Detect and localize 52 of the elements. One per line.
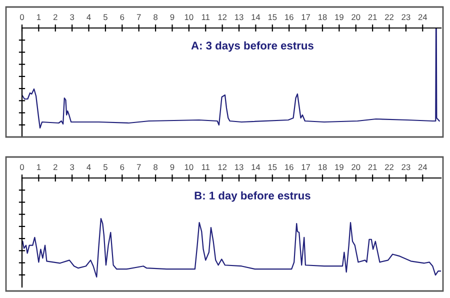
x-tick-label: 0 — [20, 14, 24, 20]
x-tick-label: 17 — [302, 14, 310, 20]
x-tick-label: 2 — [53, 164, 58, 170]
x-tick-label: 7 — [136, 14, 141, 20]
x-tick-label: 9 — [170, 164, 174, 170]
x-tick-label: 20 — [352, 164, 360, 170]
x-tick-label: 14 — [252, 164, 260, 170]
x-tick-label: 21 — [368, 164, 377, 170]
annotation: B: 1 day before estrus — [194, 191, 310, 202]
x-tick-label: 18 — [318, 14, 327, 20]
x-tick-label: 18 — [318, 164, 327, 170]
x-tick-label: 24 — [418, 14, 428, 20]
x-tick-label: 8 — [154, 14, 158, 20]
x-tick-label: 22 — [385, 14, 394, 20]
x-tick-label: 4 — [86, 14, 91, 20]
x-tick-label: 19 — [335, 164, 344, 170]
x-tick-label: 22 — [385, 164, 394, 170]
x-tick-label: 24 — [418, 164, 428, 170]
annotation: A: 3 days before estrus — [191, 41, 314, 52]
x-tick-label: 13 — [235, 164, 244, 170]
x-tick-label: 14 — [252, 14, 260, 20]
x-tick-label: 20 — [352, 14, 360, 20]
x-tick-label: 12 — [218, 164, 227, 170]
x-tick-label: 11 — [202, 164, 210, 170]
x-tick-label: 11 — [202, 14, 210, 20]
x-tick-label: 7 — [136, 164, 141, 170]
x-tick-label: 17 — [302, 164, 310, 170]
x-tick-label: 10 — [184, 164, 194, 170]
x-tick-label: 19 — [335, 14, 344, 20]
x-tick-label: 5 — [103, 14, 108, 20]
x-tick-label: 9 — [170, 14, 174, 20]
x-tick-label: 2 — [53, 14, 58, 20]
x-tick-label: 15 — [268, 14, 277, 20]
x-tick-label: 0 — [20, 164, 24, 170]
x-tick-label: 3 — [70, 14, 74, 20]
x-tick-label: 5 — [103, 164, 108, 170]
x-tick-label: 16 — [285, 14, 294, 20]
x-tick-label: 13 — [235, 14, 244, 20]
x-tick-label: 1 — [37, 14, 41, 20]
x-tick-label: 23 — [402, 164, 410, 170]
x-tick-label: 21 — [368, 14, 377, 20]
x-tick-label: 16 — [285, 164, 294, 170]
x-tick-label: 6 — [120, 14, 124, 20]
x-tick-label: 12 — [218, 14, 227, 20]
x-tick-label: 4 — [86, 164, 91, 170]
x-tick-label: 10 — [184, 14, 194, 20]
x-tick-label: 23 — [402, 14, 410, 20]
x-tick-label: 3 — [70, 164, 74, 170]
x-tick-label: 15 — [268, 164, 277, 170]
x-tick-label: 6 — [120, 164, 124, 170]
x-tick-label: 8 — [154, 164, 158, 170]
x-tick-label: 1 — [37, 164, 41, 170]
